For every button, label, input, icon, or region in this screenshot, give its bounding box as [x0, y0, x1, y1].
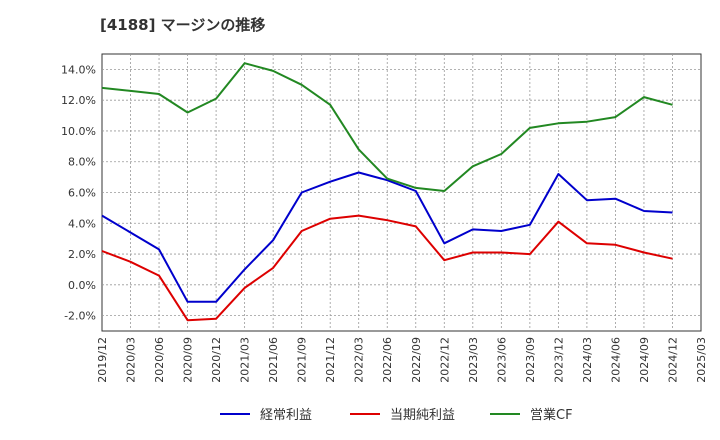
legend-label: 当期純利益	[390, 408, 455, 423]
y-tick-label: 10.0%	[61, 125, 96, 138]
y-tick-label: 12.0%	[61, 94, 96, 107]
x-axis-tick-labels: 2019/12 2020/03 2020/06 2020/09 2020/12 2021/…	[96, 337, 708, 383]
legend-label: 経常利益	[260, 408, 312, 423]
x-tick-label: 2023/06	[495, 337, 508, 383]
series-lines	[101, 62, 673, 322]
chart-title: [4188] マージンの推移	[100, 16, 265, 34]
series-line	[101, 62, 673, 192]
x-tick-label: 2022/12	[438, 337, 451, 383]
x-tick-label: 2022/03	[353, 337, 366, 383]
y-tick-label: 8.0%	[68, 156, 96, 169]
legend: 経常利益 当期純利益 営業CF	[220, 407, 573, 423]
x-tick-label: 2023/03	[467, 337, 480, 383]
series-line	[101, 214, 673, 322]
series-line	[101, 171, 673, 303]
x-tick-label: 2022/09	[410, 337, 423, 383]
x-tick-label: 2025/03	[695, 337, 708, 383]
y-tick-label: 4.0%	[68, 217, 96, 230]
legend-label: 営業CF	[530, 407, 573, 423]
x-tick-label: 2021/12	[324, 337, 337, 383]
x-tick-label: 2022/06	[381, 337, 394, 383]
x-tick-label: 2024/09	[638, 337, 651, 383]
x-tick-label: 2020/06	[153, 337, 166, 383]
y-tick-label: 14.0%	[61, 63, 96, 76]
y-tick-label: 0.0%	[68, 279, 96, 292]
plot-area	[101, 53, 702, 332]
x-tick-label: 2021/03	[239, 337, 252, 383]
x-tick-label: 2020/03	[125, 337, 138, 383]
y-tick-label: 6.0%	[68, 187, 96, 200]
y-axis-tick-labels: 14.0% 12.0% 10.0% 8.0% 6.0% 4.0% 2.0% 0.0% -2.0%	[61, 63, 96, 322]
x-tick-label: 2023/12	[552, 337, 565, 383]
x-tick-label: 2020/12	[210, 337, 223, 383]
y-tick-label: 2.0%	[68, 248, 96, 261]
x-tick-label: 2024/03	[581, 337, 594, 383]
x-tick-label: 2023/09	[524, 337, 537, 383]
x-tick-label: 2021/06	[267, 337, 280, 383]
x-tick-label: 2024/12	[666, 337, 679, 383]
x-tick-label: 2020/09	[182, 337, 195, 383]
x-tick-label: 2021/09	[296, 337, 309, 383]
y-tick-label: -2.0%	[64, 310, 96, 323]
x-tick-label: 2019/12	[96, 337, 109, 383]
x-tick-label: 2024/06	[609, 337, 622, 383]
